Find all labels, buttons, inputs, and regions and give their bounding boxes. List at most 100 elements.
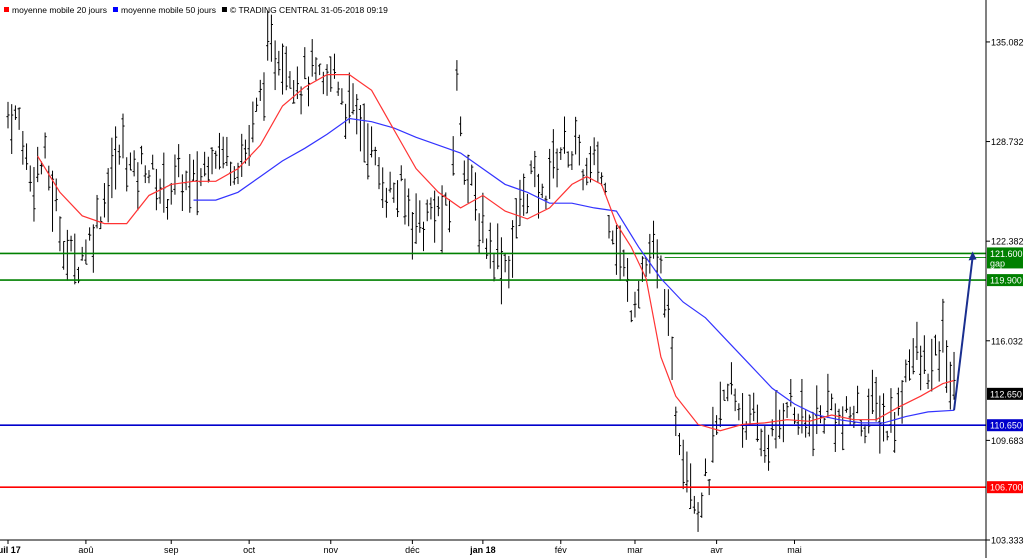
ohlc-bar (447, 199, 452, 233)
ohlc-bar (433, 190, 437, 243)
legend-swatch (112, 7, 118, 12)
x-tick-label: aoû (78, 545, 93, 555)
ohlc-bar (299, 86, 303, 115)
ohlc-bar (113, 126, 118, 190)
ohlc-bar (722, 389, 726, 401)
ohlc-bar (88, 227, 92, 241)
ohlc-bar (952, 351, 956, 400)
ohlc-bar (692, 495, 696, 514)
ohlc-bar (210, 147, 214, 175)
level-tag-label: 119.900 (990, 276, 1022, 286)
ohlc-bar (180, 174, 184, 212)
ohlc-bar (588, 146, 593, 183)
ohlc-bar (663, 289, 667, 318)
ohlc-bar (58, 216, 62, 252)
ohlc-bar (915, 321, 919, 360)
ohlc-bar (459, 116, 463, 137)
ohlc-bar (507, 255, 511, 289)
ohlc-bar (833, 403, 837, 452)
ohlc-bar (529, 160, 533, 175)
ohlc-bar (893, 412, 897, 453)
ohlc-bar (117, 144, 121, 165)
ohlc-bar (236, 162, 240, 185)
ohlc-bar (351, 83, 355, 115)
ohlc-bar (410, 212, 414, 260)
level-sublabel-tag (987, 258, 1023, 269)
ohlc-bar (666, 289, 670, 336)
ohlc-bar (110, 137, 114, 199)
ohlc-bar (763, 426, 767, 463)
ohlc-bar (369, 126, 374, 158)
ohlc-bar (907, 349, 912, 381)
ohlc-bar (217, 132, 222, 170)
x-tick-label: avr (710, 545, 723, 555)
ohlc-bar (43, 132, 47, 159)
ohlc-bar (373, 146, 377, 166)
ohlc-bar (477, 213, 481, 254)
ohlc-bar (470, 164, 474, 186)
ohlc-bar (733, 388, 737, 412)
level-tag (987, 247, 1023, 260)
ohlc-bar (269, 14, 274, 62)
ohlc-bar (195, 151, 199, 216)
ohlc-bar (818, 405, 823, 424)
ohlc-bar (796, 413, 800, 435)
y-tick-label: 109.683 (991, 436, 1024, 446)
ohlc-bar (203, 151, 207, 177)
ohlc-bar (841, 406, 845, 451)
ohlc-bar (392, 182, 396, 203)
ohlc-bar (184, 170, 188, 191)
x-tick-label: mar (627, 545, 643, 555)
ohlc-bar (881, 393, 886, 442)
ohlc-bar (492, 252, 496, 282)
ohlc-bar (399, 165, 403, 182)
ohlc-bar (121, 113, 125, 159)
ohlc-bar (904, 359, 908, 383)
ohlc-bar (941, 298, 945, 353)
ohlc-bar (158, 178, 162, 204)
ohlc-bar (28, 165, 32, 192)
ohlc-bar (599, 172, 604, 186)
ohlc-bar (436, 196, 440, 217)
ohlc-bar (566, 151, 570, 168)
legend-swatch (4, 7, 9, 12)
ohlc-bar (403, 178, 407, 225)
ohlc-bar (863, 424, 867, 444)
ohlc-bar (867, 388, 871, 434)
ohlc-bar (147, 170, 151, 184)
ohlc-bar (247, 124, 251, 166)
ohlc-bar (596, 141, 600, 182)
time-axis: juil 17 aoû sep oct nov déc jan 18 fév mar avr mai (0, 539, 986, 555)
level-tag-label: 110.650 (990, 421, 1022, 431)
ohlc-bar (637, 280, 641, 309)
ohlc-bar (614, 225, 619, 275)
ohlc-bar (481, 192, 485, 244)
ohlc-bar (607, 215, 611, 239)
ohlc-bar (362, 103, 366, 163)
ohlc-bar (919, 345, 923, 391)
ohlc-bar (340, 88, 344, 105)
ohlc-bar (522, 173, 526, 216)
ohlc-bar (154, 168, 158, 211)
ohlc-bar (562, 116, 567, 154)
ohlc-bar (143, 165, 147, 184)
last-price-label: 112.650 (990, 389, 1022, 399)
ohlc-bar (830, 393, 834, 411)
ohlc-bar (518, 179, 522, 227)
ohlc-bar (318, 63, 322, 76)
x-tick-label: nov (324, 545, 339, 555)
ohlc-bar (945, 340, 949, 393)
ohlc-bar (844, 396, 849, 413)
ohlc-bar (169, 182, 173, 205)
ohlc-bar (462, 160, 466, 185)
ohlc-bar (659, 255, 663, 274)
ohlc-bar (933, 334, 938, 356)
ohlc-bar (548, 148, 552, 199)
ohlc-bar (689, 463, 693, 510)
projection-arrow (953, 251, 977, 411)
ohlc-bar (384, 187, 389, 218)
ohlc-bar (937, 341, 941, 382)
ohlc-bar (136, 162, 140, 211)
ohlc-bar (852, 405, 856, 428)
